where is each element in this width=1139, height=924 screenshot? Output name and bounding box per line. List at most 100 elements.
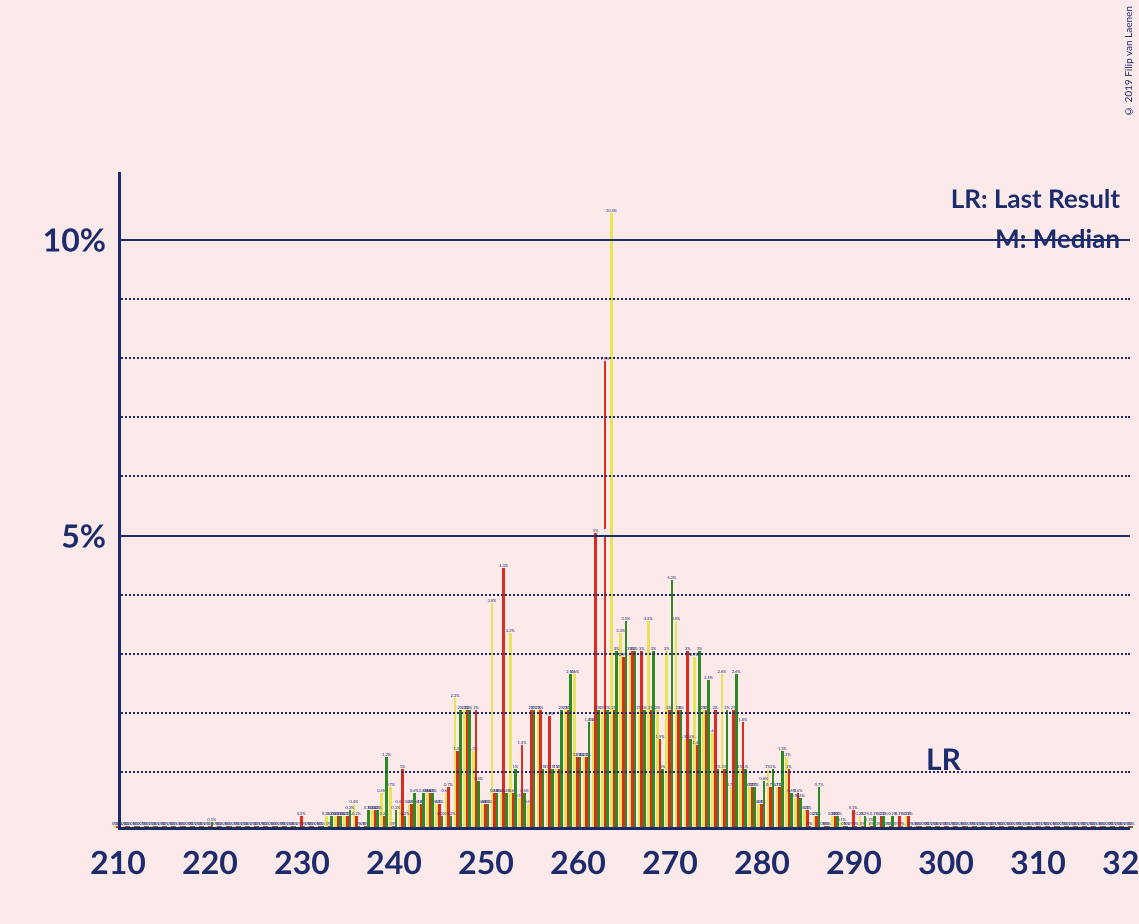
bar-value-label: 1.4% [518,740,527,745]
gridline-minor [118,298,1130,300]
bar-value-label: 0.4% [349,799,358,804]
bar-value-label: 0.2% [833,811,842,816]
bar-value-label: 1% [660,764,666,769]
bar-value-label: 0% [283,821,289,826]
bar-value-label: 1.2% [575,752,584,757]
bar-value-label: 2.6% [732,669,741,674]
y-axis-line [118,172,121,830]
bar: 0.3% [395,810,398,828]
bar-value-label: 10.4% [606,208,617,213]
bar-value-label: 0% [1120,821,1126,826]
bar: 3% [652,651,655,828]
bar-value-label: 1% [549,764,555,769]
bar-value-label: 0% [310,821,316,826]
bar: 1.8% [588,722,591,828]
bar-value-label: 2% [559,705,565,710]
bar-value-label: 0.2% [297,811,306,816]
bar-value-label: 0.5% [796,793,805,798]
bar: 1% [744,769,747,828]
bar: 1.2% [579,757,582,828]
bar-value-label: 0% [1074,821,1080,826]
gridline-minor [118,771,1130,773]
bar-value-label: 0.2% [336,811,345,816]
bar: 0.8% [763,781,766,828]
bar-value-label: 0.2% [352,811,361,816]
bar: 0.6% [523,793,526,828]
bar-value-label: 0% [1092,821,1098,826]
bar-value-label: 0% [319,821,325,826]
bar: 2% [597,710,600,828]
bar-value-label: 0% [255,821,261,826]
bar-value-label: 0.2% [437,811,446,816]
bar-value-label: 0% [246,821,252,826]
bar: 4.2% [671,580,674,828]
bar-value-label: 3% [697,646,703,651]
bar-value-label: 0.2% [861,811,870,816]
bar-value-label: 0% [273,821,279,826]
bar: 0.6% [413,793,416,828]
bar: 0.8% [477,781,480,828]
bar: 2% [468,710,471,828]
bar-value-label: 1.8% [585,717,594,722]
bar: 1.3% [781,751,784,828]
x-axis-tick-label: 210 [90,842,146,881]
bar-value-label: 2.6% [566,669,575,674]
bar-value-label: 0% [126,821,132,826]
x-axis-line [118,827,1130,830]
bar: 1% [772,769,775,828]
bar-value-label: 1% [786,764,792,769]
bar-value-label: 4.2% [667,575,676,580]
bar-value-label: 0% [1129,821,1135,826]
bar-value-label: 1% [540,764,546,769]
x-axis-tick-label: 270 [642,842,698,881]
bar: 3% [615,651,618,828]
x-axis-tick-label: 300 [918,842,974,881]
bar-value-label: 0% [853,821,859,826]
bar-value-label: 0% [1101,821,1107,826]
bar-value-label: 0.6% [410,788,419,793]
bar-value-label: 0% [191,821,197,826]
bar-value-label: 2% [655,705,661,710]
bar-value-label: 1.2% [382,752,391,757]
bar-value-label: 0% [825,821,831,826]
gridline-minor [118,594,1130,596]
bar-value-label: 0% [1046,821,1052,826]
bar: 0.6% [790,793,793,828]
bar-value-label: 2% [467,705,473,710]
bars-layer: 0%0%0%0%0%0%0%0%0%0%0%0%0%0%0%0%0%0%0%0%… [118,178,1130,828]
bar-value-label: 0% [963,821,969,826]
bar-value-label: 0% [200,821,206,826]
bar: 0.3% [376,810,379,828]
bar-value-label: 0.3% [803,805,812,810]
bar-value-label: 0.2% [904,811,913,816]
bar-value-label: 0.4% [483,799,492,804]
bar: 3% [698,651,701,828]
bar-value-label: 2% [641,705,647,710]
bar-value-label: 0.6% [428,788,437,793]
bar-value-label: 0% [945,821,951,826]
x-axis-tick-label: 290 [826,842,882,881]
bar-value-label: 0% [1083,821,1089,826]
bar-value-label: 0.2% [447,811,456,816]
bar-value-label: 0.6% [419,788,428,793]
bar-value-label: 1% [400,764,406,769]
bar-value-label: 2% [595,705,601,710]
bar-value-label: 0% [1009,821,1015,826]
bar-value-label: 0% [237,821,243,826]
bar-value-label: 0% [1055,821,1061,826]
bar-value-label: 0% [899,821,905,826]
bar-value-label: 5% [593,528,599,533]
bar: 2.6% [569,674,572,828]
bar-value-label: 0% [991,821,997,826]
bar-value-label: 0.7% [750,782,759,787]
bar-value-label: 0% [301,821,307,826]
bar-value-label: 4.4% [499,563,508,568]
lr-annotation: LR [926,741,961,777]
bar-value-label: 3% [651,646,657,651]
bar-value-label: 3% [685,646,691,651]
bar-value-label: 0% [163,821,169,826]
bar-value-label: 0% [218,821,224,826]
y-axis-tick-label: 5% [61,515,106,554]
x-axis-tick-label: 220 [182,842,238,881]
x-axis-tick-label: 250 [458,842,514,881]
